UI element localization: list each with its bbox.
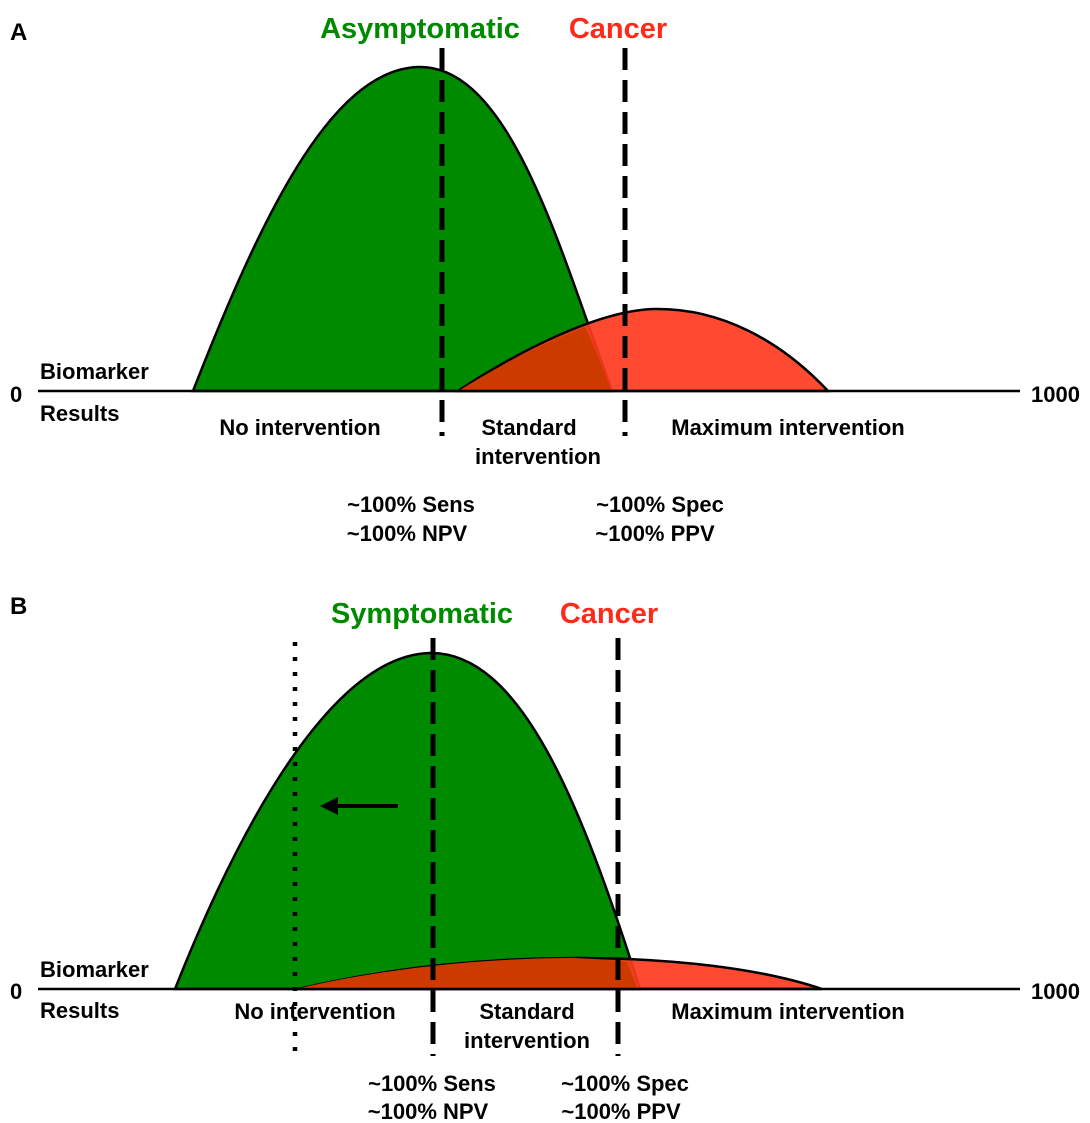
panel-b-axis-label-biomarker: Biomarker: [40, 957, 149, 982]
panel-b-zone-standard-line2: intervention: [464, 1028, 590, 1053]
panel-a-metric-sens: ~100% Sens: [347, 492, 475, 517]
panel-b-axis-label-results: Results: [40, 998, 119, 1023]
panel-a-zone-standard-line2: intervention: [475, 444, 601, 469]
panel-a-axis-label-biomarker: Biomarker: [40, 359, 149, 384]
panel-b-population-label: Symptomatic: [331, 598, 513, 630]
panel-b-metric-spec: ~100% Spec: [561, 1071, 689, 1096]
panel-a-letter: A: [10, 19, 27, 46]
panel-b-axis-max: 1000: [1031, 979, 1080, 1004]
panel-a-zone-standard-line1: Standard: [481, 415, 576, 440]
panel-a-metric-ppv: ~100% PPV: [595, 521, 715, 546]
panel-a-metric-npv: ~100% NPV: [347, 521, 468, 546]
panel-a-zone-maximum-intervention: Maximum intervention: [671, 415, 904, 440]
panel-b: B Symptomatic Cancer 0 1000 Biomarker Re…: [10, 593, 1080, 1123]
panel-a: A Asymptomatic Cancer 0 1000 Biomarker R…: [10, 13, 1080, 546]
panel-a-asymptomatic-distribution: [191, 65, 614, 393]
panel-b-shift-arrow-icon: [320, 797, 398, 815]
panel-b-symptomatic-distribution: [173, 651, 642, 991]
panel-a-cancer-label: Cancer: [569, 13, 667, 45]
panel-a-overlap-region: [460, 327, 611, 390]
panel-b-overlap-region: [300, 958, 637, 988]
panel-b-cancer-label: Cancer: [560, 598, 658, 630]
panel-a-metric-spec: ~100% Spec: [596, 492, 724, 517]
panel-b-zone-standard-line1: Standard: [479, 999, 574, 1024]
panel-b-letter: B: [10, 593, 27, 620]
panel-a-axis-label-results: Results: [40, 401, 119, 426]
panel-a-population-label: Asymptomatic: [320, 13, 520, 45]
panel-b-zone-no-intervention: No intervention: [234, 999, 395, 1024]
panel-b-zone-maximum-intervention: Maximum intervention: [671, 999, 904, 1024]
panel-a-axis-max: 1000: [1031, 382, 1080, 407]
panel-b-axis-min: 0: [10, 979, 22, 1004]
panel-b-metric-ppv: ~100% PPV: [561, 1099, 681, 1123]
panel-a-axis-min: 0: [10, 382, 22, 407]
panel-b-metric-sens: ~100% Sens: [368, 1071, 496, 1096]
panel-b-metric-npv: ~100% NPV: [368, 1099, 489, 1123]
panel-a-zone-no-intervention: No intervention: [219, 415, 380, 440]
